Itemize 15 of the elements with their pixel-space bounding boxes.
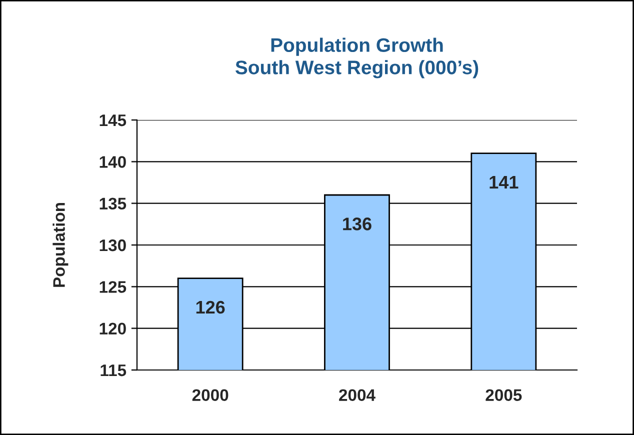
y-tick-label: 145 [100,114,126,126]
data-label: 136 [343,218,372,230]
x-tick-label: 2005 [486,389,522,401]
y-tick-label: 120 [100,322,126,335]
y-tick-label: 140 [100,156,126,168]
y-axis-title: Population [52,202,68,287]
x-tick-label: 2004 [339,389,376,401]
y-tick-label: 125 [100,281,126,293]
y-tick-label: 130 [100,239,126,252]
x-tick-label: 2000 [192,389,228,401]
data-label: 126 [196,300,225,314]
chart-title: Population Growth South West Region (000’s) [235,38,478,78]
y-tick-label: 115 [100,364,126,376]
data-label: 141 [490,176,518,188]
y-tick-label: 135 [100,198,126,210]
